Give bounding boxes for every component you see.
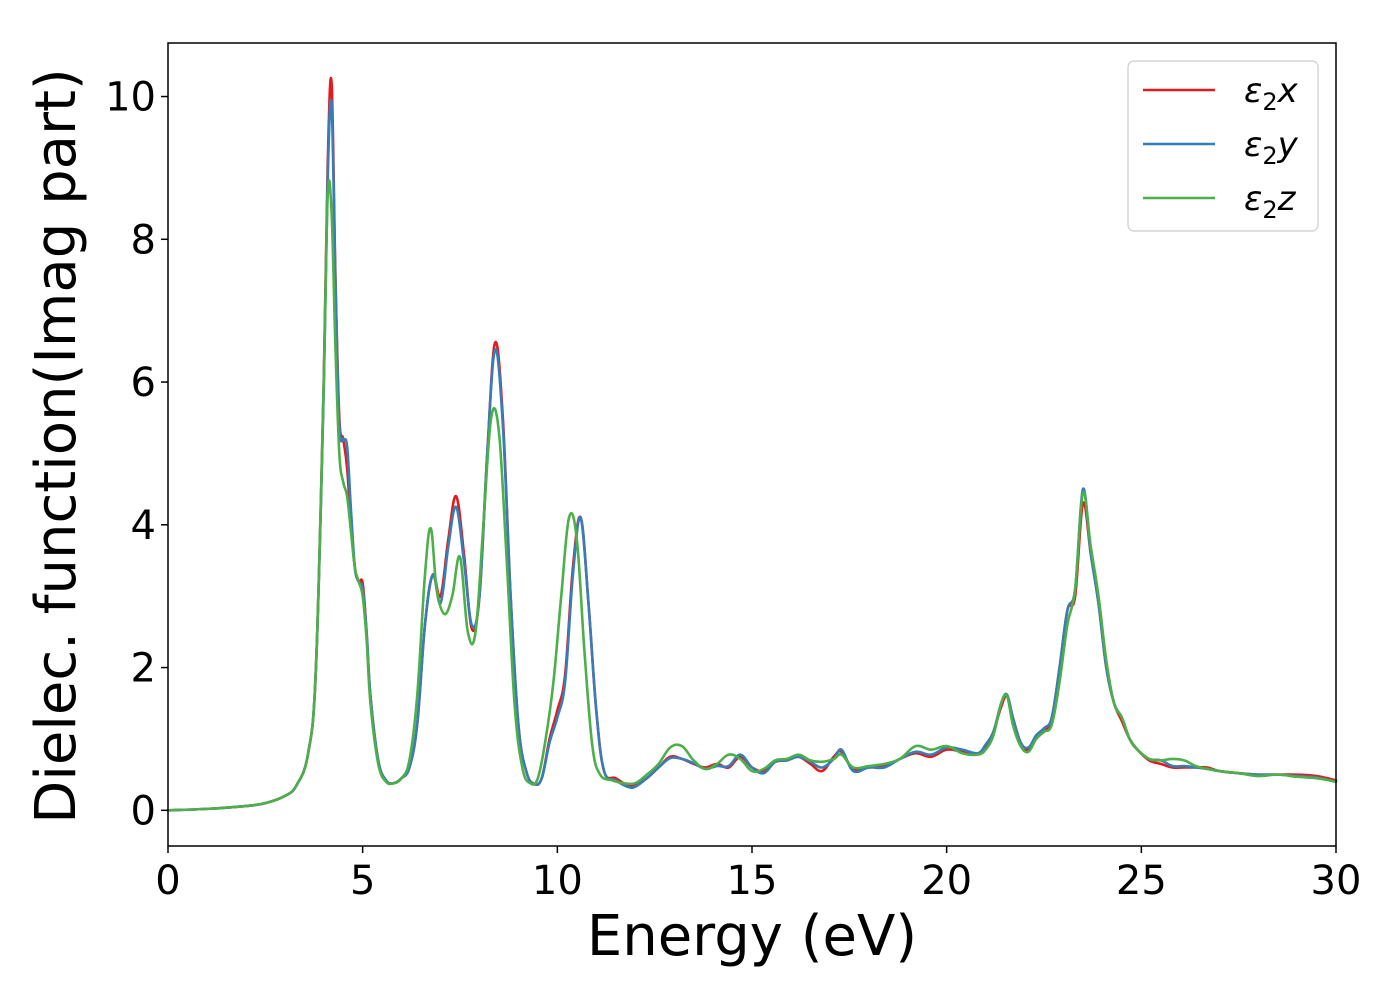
y-axis-ticks: 0 2 4 6 8 10 bbox=[105, 75, 168, 834]
x-tick-label: 15 bbox=[727, 858, 778, 904]
y-tick-label: 10 bbox=[105, 75, 156, 121]
series-line-z bbox=[166, 179, 1338, 812]
y-axis-label: Dielec. function(Imag part) bbox=[24, 68, 89, 824]
legend-box bbox=[1127, 60, 1319, 232]
legend-label-y: ε2y bbox=[1244, 125, 1299, 170]
legend-symbol: ε bbox=[1244, 71, 1262, 111]
legend-subscript: 2 bbox=[1262, 196, 1277, 224]
x-tick-label: 30 bbox=[1311, 858, 1362, 904]
y-tick-label: 6 bbox=[131, 360, 156, 406]
x-tick-label: 0 bbox=[155, 858, 180, 904]
x-axis-label: Energy (eV) bbox=[587, 904, 917, 969]
y-tick-label: 4 bbox=[131, 503, 156, 549]
x-tick-label: 20 bbox=[921, 858, 972, 904]
legend-label-z: ε2z bbox=[1244, 179, 1297, 224]
legend-component: x bbox=[1277, 71, 1299, 111]
legend-subscript: 2 bbox=[1262, 142, 1277, 170]
legend-component: z bbox=[1277, 179, 1297, 219]
legend-component: y bbox=[1277, 125, 1299, 165]
x-tick-label: 5 bbox=[350, 858, 375, 904]
legend-subscript: 2 bbox=[1262, 88, 1277, 116]
y-tick-label: 2 bbox=[131, 646, 156, 692]
x-tick-label: 25 bbox=[1116, 858, 1167, 904]
legend-symbol: ε bbox=[1244, 179, 1262, 219]
legend-symbol: ε bbox=[1244, 125, 1262, 165]
series-layer bbox=[166, 76, 1338, 812]
x-tick-label: 10 bbox=[532, 858, 583, 904]
x-axis-ticks: 0 5 10 15 20 25 30 bbox=[155, 846, 1361, 904]
y-tick-label: 8 bbox=[131, 217, 156, 263]
y-tick-label: 0 bbox=[131, 788, 156, 834]
legend-label-x: ε2x bbox=[1244, 71, 1299, 116]
